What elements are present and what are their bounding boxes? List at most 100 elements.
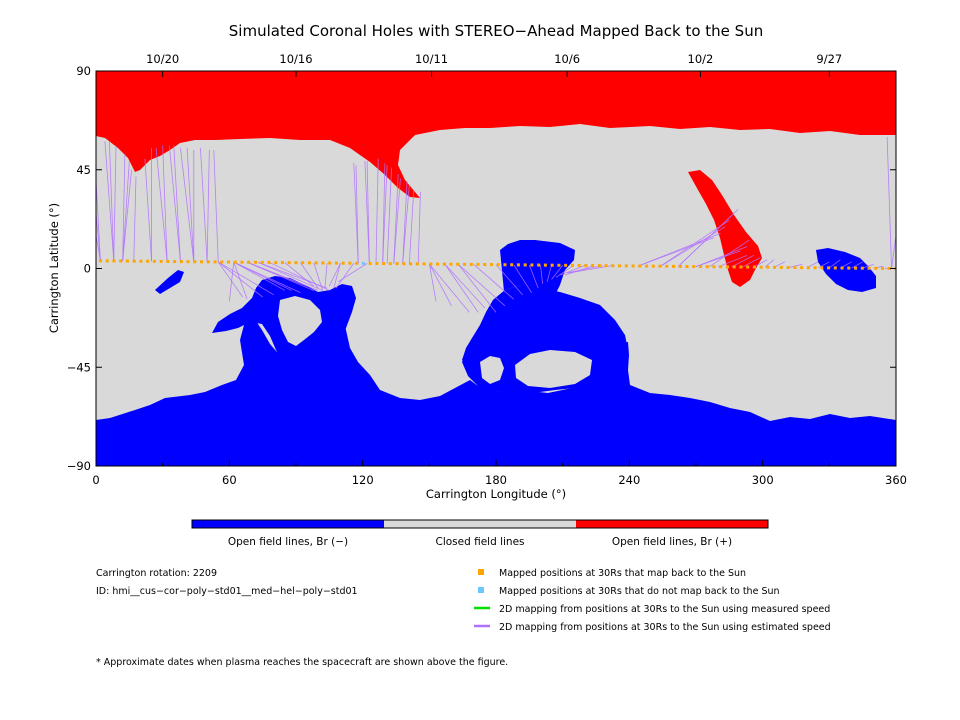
unmapped-point xyxy=(361,261,365,265)
mapped-point xyxy=(604,264,608,268)
mapped-point xyxy=(307,261,311,265)
mapping-line xyxy=(324,262,328,289)
mapped-point xyxy=(746,265,750,269)
colorbar-label-positive: Open field lines, Br (+) xyxy=(612,536,732,548)
y-axis: 90 45 0 −45 −90 xyxy=(67,64,896,473)
mapped-point xyxy=(240,260,244,264)
x-tick-label: 180 xyxy=(485,473,507,487)
mapped-point xyxy=(429,262,433,266)
mapped-point xyxy=(631,264,635,268)
mapped-point xyxy=(813,266,817,270)
mapped-point xyxy=(476,262,480,266)
mapping-line xyxy=(660,219,730,267)
mapping-line xyxy=(104,141,115,261)
mapping-line xyxy=(408,189,415,264)
mapping-line xyxy=(660,226,726,267)
mapped-point xyxy=(267,260,271,264)
mapped-point xyxy=(874,266,878,270)
mapped-point xyxy=(159,259,163,263)
mapped-point xyxy=(779,265,783,269)
mapped-point xyxy=(355,261,359,265)
mapping-line xyxy=(429,263,470,313)
mapped-point xyxy=(334,261,338,265)
mapped-point xyxy=(732,265,736,269)
mapped-point xyxy=(887,266,891,270)
mapped-point xyxy=(287,261,291,265)
mapped-point xyxy=(382,262,386,266)
mapped-point xyxy=(827,266,831,270)
mapped-point xyxy=(254,260,258,264)
mapped-point xyxy=(375,261,379,265)
mapping-line xyxy=(228,262,235,302)
y-tick-label: −45 xyxy=(67,360,91,374)
mapping-line xyxy=(457,263,506,307)
colorbar-positive xyxy=(576,520,768,528)
mapped-point xyxy=(564,263,568,267)
x-axis-label: Carrington Longitude (°) xyxy=(426,487,566,501)
mapped-point xyxy=(409,262,413,266)
x-tick-label: 240 xyxy=(618,473,640,487)
mapping-line xyxy=(338,263,368,283)
mapping-line xyxy=(144,158,152,262)
mapping-line xyxy=(764,259,775,268)
mapping-line xyxy=(335,263,355,289)
mapped-point xyxy=(321,261,325,265)
mapped-point xyxy=(867,266,871,270)
mapped-point xyxy=(672,264,676,268)
mapped-point xyxy=(651,264,655,268)
mapping-line xyxy=(155,147,168,262)
x-tick-label: 360 xyxy=(885,473,907,487)
mapping-line xyxy=(333,263,341,289)
top-date-label: 9/27 xyxy=(816,52,842,66)
mapping-line xyxy=(851,261,863,269)
mapping-line xyxy=(829,259,841,269)
mapped-point xyxy=(132,259,136,263)
mapping-line xyxy=(742,257,761,268)
mapping-line xyxy=(386,167,392,264)
mapping-line xyxy=(122,160,130,262)
top-date-label: 10/20 xyxy=(146,52,179,66)
mapping-line xyxy=(540,265,544,284)
top-date-label: 10/16 xyxy=(279,52,312,66)
negative-patch-small xyxy=(155,270,184,294)
mapped-point xyxy=(489,263,493,267)
mapped-point xyxy=(193,260,197,264)
negative-hole-east xyxy=(816,248,876,292)
mapping-line xyxy=(560,265,586,276)
mapped-point xyxy=(496,263,500,267)
mapped-point xyxy=(645,264,649,268)
mapping-line xyxy=(428,263,437,302)
mapped-point xyxy=(611,264,615,268)
mapping-line xyxy=(233,261,286,291)
mapped-point xyxy=(146,259,150,263)
mapping-line xyxy=(495,264,523,296)
mapping-line xyxy=(753,259,768,268)
mapping-line xyxy=(555,265,575,278)
mapped-point xyxy=(173,260,177,264)
mapping-line xyxy=(731,254,754,268)
mapping-line xyxy=(168,145,181,262)
mapped-point xyxy=(233,260,237,264)
mapped-point xyxy=(793,266,797,270)
y-tick-label: 0 xyxy=(84,262,91,276)
mapping-line xyxy=(96,180,101,261)
mapped-point xyxy=(456,262,460,266)
mapping-line xyxy=(122,169,132,262)
mapping-line xyxy=(862,263,874,269)
mapped-point xyxy=(766,265,770,269)
mapped-point xyxy=(119,259,123,263)
x-tick-label: 60 xyxy=(222,473,237,487)
mapping-line xyxy=(886,136,892,269)
map-area xyxy=(96,71,896,466)
mapped-point xyxy=(125,259,129,263)
y-tick-label: −90 xyxy=(67,459,91,473)
mapped-point xyxy=(463,262,467,266)
mapped-point xyxy=(503,263,507,267)
mapped-point xyxy=(624,264,628,268)
mapping-line xyxy=(457,264,497,313)
y-tick-label: 45 xyxy=(76,163,91,177)
mapping-line xyxy=(180,147,195,262)
mapped-point xyxy=(658,264,662,268)
mapped-point xyxy=(584,264,588,268)
